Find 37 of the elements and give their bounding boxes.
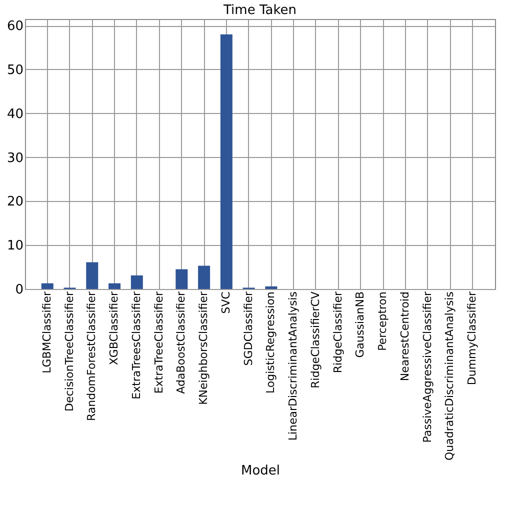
y-tick-label: 0 <box>15 282 24 298</box>
y-tick-label: 10 <box>6 238 24 254</box>
chart-title: Time Taken <box>222 3 297 18</box>
x-tick-label: DummyClassifier <box>466 291 479 386</box>
y-tick-label: 40 <box>6 106 24 122</box>
bar <box>108 283 121 289</box>
bar <box>198 266 210 289</box>
x-tick-label: ExtraTreesClassifier <box>130 291 143 400</box>
x-tick-label: RandomForestClassifier <box>85 291 98 422</box>
y-tick-label: 60 <box>6 19 24 34</box>
y-tick-label: 30 <box>6 150 24 166</box>
y-tick-label: 50 <box>6 62 24 78</box>
x-tick-label: QuadraticDiscriminantAnalysis <box>443 291 456 461</box>
bar <box>130 275 143 289</box>
x-tick-label: PassiveAggressiveClassifier <box>420 291 434 443</box>
x-tick-label: ExtraTreeClassifier <box>152 291 166 394</box>
x-tick-label: LinearDiscriminantAnalysis <box>286 291 300 441</box>
bar <box>265 286 278 289</box>
x-tick-label: SVC <box>219 291 232 314</box>
x-tick-label: NearestCentroid <box>398 292 412 382</box>
bar <box>220 34 232 289</box>
x-tick-label: RidgeClassifier <box>331 291 344 374</box>
bar <box>176 269 188 289</box>
bar <box>41 283 54 289</box>
bar <box>86 262 98 289</box>
x-tick-label: XGBClassifier <box>108 291 121 366</box>
x-tick-label: RidgeClassifierCV <box>308 291 322 388</box>
x-tick-label: KNeighborsClassifier <box>197 291 210 405</box>
x-axis-title: Model <box>240 464 280 479</box>
x-tick-label: SGDClassifier <box>242 291 255 366</box>
x-tick-label: GaussianNB <box>354 292 367 358</box>
x-tick-label: LGBMClassifier <box>40 291 54 374</box>
x-tick-label: DecisionTreeClassifier <box>62 291 76 412</box>
x-tick-label: Perceptron <box>376 291 390 351</box>
x-tick-label: AdaBoostClassifier <box>174 291 188 394</box>
x-tick-label: LogisticRegression <box>264 291 278 394</box>
y-tick-label: 20 <box>6 194 24 210</box>
